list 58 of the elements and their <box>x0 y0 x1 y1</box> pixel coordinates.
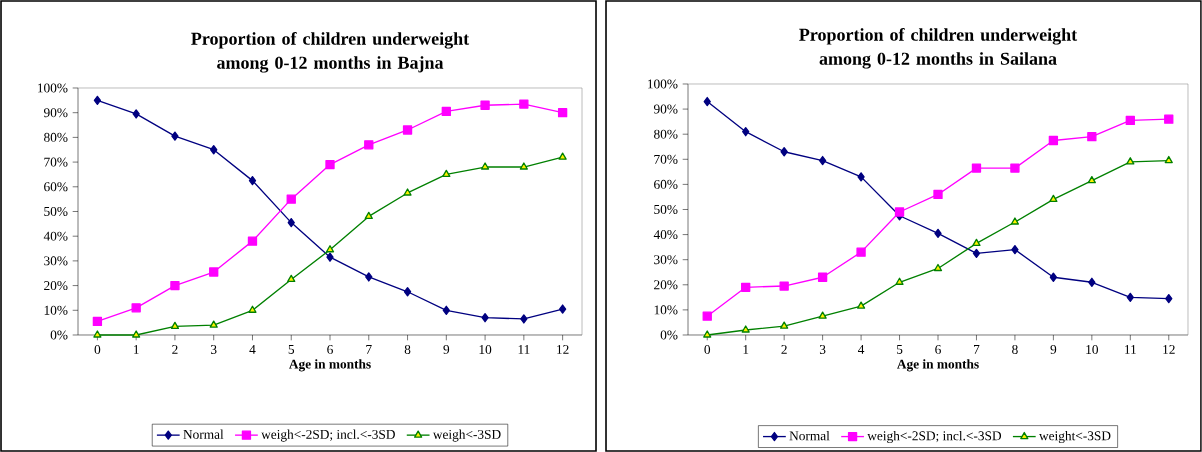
y-tick-label: 0% <box>660 330 678 340</box>
y-tick-label: 70% <box>654 154 678 164</box>
x-axis-title: Age in months <box>897 359 979 372</box>
x-tick-label: 12 <box>557 345 569 354</box>
y-tick-label: 50% <box>44 206 68 216</box>
x-tick-label: 8 <box>1012 345 1018 355</box>
x-tick-label: 4 <box>249 345 256 354</box>
y-tick-label: 10% <box>44 305 68 315</box>
x-tick-label: 12 <box>1163 345 1175 354</box>
x-tick-label: 6 <box>327 345 333 354</box>
x-tick-label: 4 <box>858 345 865 354</box>
y-tick-label: 100% <box>38 83 68 93</box>
legend-label: weight<-3SD <box>1039 430 1111 444</box>
x-tick-label: 7 <box>974 345 980 354</box>
x-tick-label: 9 <box>1050 345 1057 354</box>
y-tick-label: 90% <box>43 108 68 118</box>
y-tick-label: 20% <box>44 281 68 291</box>
x-tick-label: 5 <box>288 345 295 354</box>
x-tick-label: 11 <box>1125 345 1136 354</box>
legend-label: weigh<-3SD <box>432 429 501 442</box>
y-tick-label: 60% <box>654 179 678 189</box>
chart-title: Proportion of children underweight among 0-12 months in Sailana <box>799 27 1078 69</box>
x-tick-label: 0 <box>94 345 101 355</box>
y-tick-label: 100% <box>648 79 678 89</box>
y-tick-label: 60% <box>44 182 68 192</box>
y-tick-label: 50% <box>654 204 678 214</box>
x-tick-label: 1 <box>134 345 139 354</box>
y-tick-label: 0% <box>50 330 68 340</box>
x-tick-label: 3 <box>819 345 826 354</box>
y-tick-label: 30% <box>44 256 68 266</box>
y-tick-label: 90% <box>653 104 678 114</box>
y-tick-label: 80% <box>654 129 678 139</box>
x-tick-label: 9 <box>443 345 450 354</box>
x-tick-label: 8 <box>404 345 411 355</box>
x-tick-label: 10 <box>1086 345 1099 355</box>
y-tick-label: 20% <box>654 280 678 290</box>
y-tick-label: 40% <box>653 230 678 240</box>
y-tick-label: 10% <box>654 305 678 315</box>
x-tick-label: 11 <box>518 345 530 354</box>
x-tick-label: 6 <box>935 345 941 354</box>
y-tick-label: 40% <box>43 231 68 241</box>
x-tick-label: 2 <box>172 345 178 354</box>
x-tick-label: 3 <box>211 345 217 354</box>
legend-label: weigh<-2SD; incl.<-3SD <box>867 430 1002 444</box>
y-tick-label: 70% <box>44 157 68 167</box>
x-tick-label: 0 <box>704 345 711 355</box>
chart-title: Proportion of children underweight among 0-12 months in Bajna <box>191 31 470 73</box>
x-tick-label: 1 <box>743 345 749 354</box>
legend-label: Normal <box>789 430 830 441</box>
y-tick-label: 30% <box>654 255 678 265</box>
legend-label: weigh<-2SD; incl.<-3SD <box>261 429 395 442</box>
legend-label: Normal <box>183 429 224 439</box>
x-tick-label: 2 <box>781 345 787 354</box>
x-tick-label: 7 <box>366 345 372 354</box>
x-tick-label: 10 <box>479 345 492 355</box>
x-axis-title: Age in months <box>289 359 371 372</box>
y-tick-label: 80% <box>44 132 68 142</box>
x-tick-label: 5 <box>896 345 903 354</box>
